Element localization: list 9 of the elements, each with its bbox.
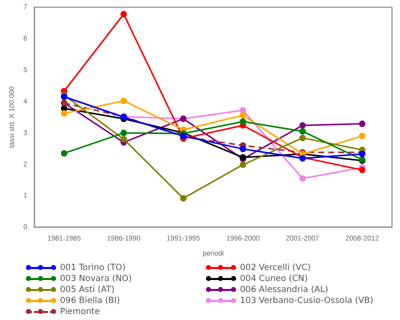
legend-label: 002 Vercelli (VC) bbox=[240, 262, 311, 272]
legend-label: 004 Cuneo (CN) bbox=[240, 274, 308, 284]
legend-label: 103 Verbano-Cusio-Ossola (VB) bbox=[240, 296, 374, 306]
legend-label: 001 Torino (TO) bbox=[60, 262, 126, 272]
legend-label: 003 Novara (NO) bbox=[60, 274, 132, 284]
legend-label: 096 Biella (BI) bbox=[60, 296, 120, 306]
legend-label: Piemonte bbox=[60, 306, 100, 316]
legend-label: 006 Alessandria (AL) bbox=[240, 284, 328, 294]
legend-label: 005 Asti (AT) bbox=[60, 284, 115, 294]
